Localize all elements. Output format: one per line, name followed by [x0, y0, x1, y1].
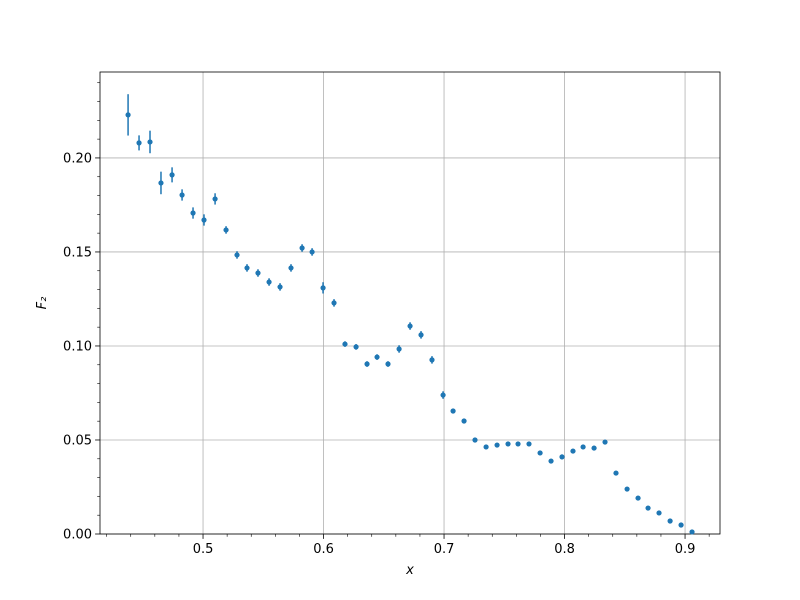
data-point	[385, 361, 391, 367]
data-point	[667, 518, 673, 524]
x-axis-label: x	[405, 563, 414, 578]
x-tick-label: 0.6	[313, 542, 334, 557]
data-point	[331, 300, 337, 306]
data-point	[396, 346, 402, 352]
data-point	[342, 341, 348, 347]
data-point	[526, 441, 532, 447]
data-point	[288, 265, 294, 271]
data-point	[190, 210, 196, 216]
y-tick-label: 0.10	[63, 339, 92, 354]
y-tick-label: 0.00	[63, 528, 92, 543]
data-point	[212, 196, 218, 202]
data-point	[309, 249, 315, 255]
data-point	[374, 354, 380, 360]
data-point	[179, 192, 185, 198]
data-point	[635, 495, 641, 501]
x-tick-label: 0.9	[675, 542, 696, 557]
data-point	[624, 486, 630, 492]
data-point	[494, 442, 500, 448]
data-point	[472, 437, 478, 443]
plot-frame	[99, 71, 721, 535]
data-point	[678, 522, 684, 528]
data-point	[147, 139, 153, 145]
data-point	[418, 332, 424, 338]
data-point	[234, 252, 240, 258]
data-point	[570, 448, 576, 454]
data-point	[320, 285, 326, 291]
data-point	[483, 444, 489, 450]
data-point	[169, 172, 175, 178]
data-point	[266, 279, 272, 285]
data-point	[277, 284, 283, 290]
data-point	[645, 505, 651, 511]
data-point	[407, 323, 413, 329]
y-tick-label: 0.15	[63, 245, 92, 260]
data-point	[255, 270, 261, 276]
data-point	[201, 217, 207, 223]
data-point	[244, 265, 250, 271]
data-point	[537, 450, 543, 456]
data-point	[559, 454, 565, 460]
y-axis-label: F₂	[35, 297, 50, 310]
data-point	[440, 392, 446, 398]
data-point	[602, 439, 608, 445]
data-point	[515, 441, 521, 447]
data-point	[613, 470, 619, 476]
y-tick-label: 0.05	[63, 433, 92, 448]
data-point	[461, 418, 467, 424]
data-point	[689, 529, 695, 535]
x-tick-label: 0.7	[434, 542, 455, 557]
data-point	[656, 510, 662, 516]
data-point	[591, 445, 597, 451]
data-point	[136, 140, 142, 146]
data-point	[125, 112, 131, 118]
data-point	[580, 444, 586, 450]
x-tick-label: 0.5	[193, 542, 214, 557]
data-point	[364, 361, 370, 367]
data-point	[548, 458, 554, 464]
data-point	[450, 408, 456, 414]
data-point	[158, 180, 164, 186]
data-point	[505, 441, 511, 447]
data-point	[223, 227, 229, 233]
data-point	[429, 357, 435, 363]
y-tick-label: 0.20	[63, 151, 92, 166]
x-tick-label: 0.8	[554, 542, 575, 557]
data-point	[299, 245, 305, 251]
data-point	[353, 344, 359, 350]
